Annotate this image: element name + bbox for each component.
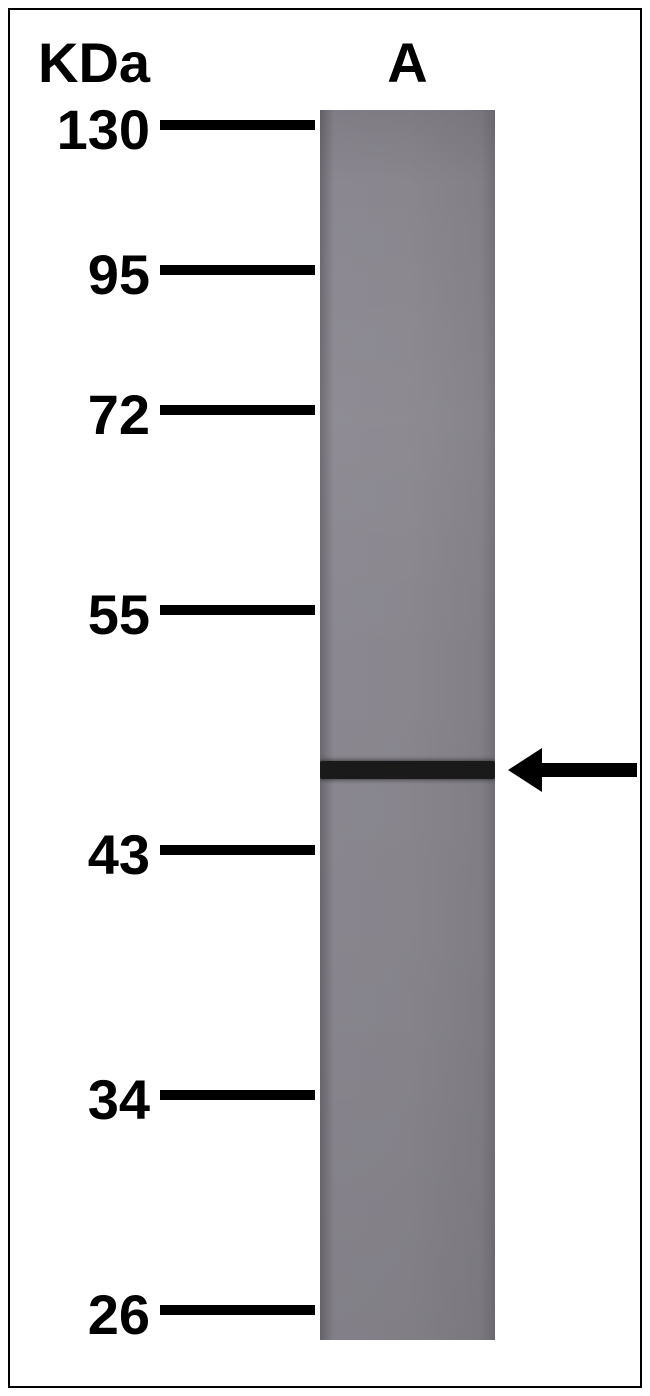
lane-texture [320, 110, 495, 1340]
band-arrow [508, 748, 637, 792]
marker-label-34: 34 [30, 1067, 150, 1132]
marker-label-43: 43 [30, 822, 150, 887]
marker-label-26: 26 [30, 1282, 150, 1347]
lane-label: A [320, 30, 495, 95]
marker-tick-95 [160, 265, 315, 275]
y-axis-title: KDa [38, 30, 150, 95]
marker-label-130: 130 [30, 97, 150, 162]
marker-label-72: 72 [30, 382, 150, 447]
marker-tick-34 [160, 1090, 315, 1100]
marker-tick-55 [160, 605, 315, 615]
detected-band [320, 761, 495, 779]
arrow-shaft [542, 763, 637, 777]
marker-tick-130 [160, 120, 315, 130]
marker-label-95: 95 [30, 242, 150, 307]
marker-tick-43 [160, 845, 315, 855]
marker-label-55: 55 [30, 582, 150, 647]
marker-tick-26 [160, 1305, 315, 1315]
arrow-head-icon [508, 748, 542, 792]
blot-lane [320, 110, 495, 1340]
blot-figure: KDa A 130 95 72 55 43 34 26 [20, 20, 630, 1376]
marker-tick-72 [160, 405, 315, 415]
